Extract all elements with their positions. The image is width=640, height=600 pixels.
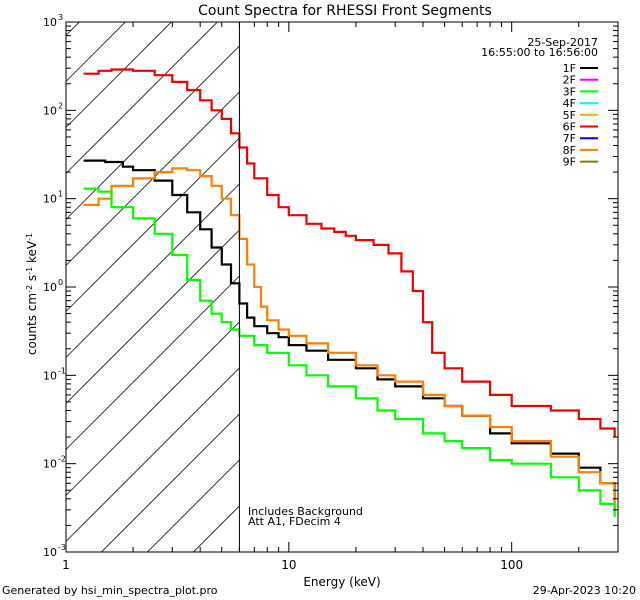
- plot-frame: [65, 21, 619, 553]
- legend-label-7F: 7F: [563, 132, 576, 145]
- legend-label-6F: 6F: [563, 121, 576, 134]
- legend-label-8F: 8F: [563, 144, 576, 157]
- x-tick-label: 10: [281, 558, 296, 572]
- y-tick-label: 10: [43, 281, 57, 294]
- x-axis-label: Energy (keV): [303, 575, 380, 589]
- x-tick-label: 1: [62, 558, 70, 572]
- legend-label-3F: 3F: [563, 85, 576, 98]
- hatch-line-8: [66, 137, 240, 312]
- y-axis-label: counts cm-2 s-1 keV-1: [25, 233, 40, 355]
- y-tick-label: 10: [43, 546, 57, 559]
- annotation-background: Includes Background: [248, 505, 363, 518]
- x-tick-labels: 1 10 100: [62, 558, 523, 572]
- y-tick-exponent: 3: [58, 13, 63, 22]
- date-label: 25-Sep-2017: [527, 36, 598, 49]
- y-tick-exponent: 1: [58, 190, 63, 199]
- hatch-line-5: [66, 275, 240, 450]
- series-1F: [83, 159, 616, 499]
- series-6F: [83, 68, 616, 438]
- hatch-line-3: [66, 367, 240, 542]
- time-range-label: 16:55:00 to 16:56:00: [481, 46, 598, 59]
- y-tick-label: 10: [43, 369, 57, 382]
- hatch-line-10: [66, 45, 240, 220]
- hatch-line-14: [66, 22, 80, 36]
- x-tick-label: 100: [500, 558, 523, 572]
- y-tick-label: 10: [43, 193, 57, 206]
- series-3F: [83, 187, 616, 517]
- legend-label-5F: 5F: [563, 109, 576, 122]
- annotation-attenuator: Att A1, FDecim 4: [248, 515, 341, 528]
- series-8F: [83, 167, 616, 510]
- hatch-line-6: [66, 229, 240, 404]
- y-tick-exponent: 0: [58, 278, 63, 287]
- hatch-line-11: [66, 22, 218, 174]
- hatch-line-1: [147, 459, 240, 552]
- y-tick-label: 10: [43, 104, 57, 117]
- hatch-line-13: [66, 22, 126, 82]
- generated-by-label: Generated by hsi_min_spectra_plot.pro: [2, 584, 218, 597]
- legend-label-1F: 1F: [563, 62, 576, 75]
- y-tick-exponent: 2: [58, 101, 63, 110]
- legend-label-4F: 4F: [563, 97, 576, 110]
- axis-ticks: [65, 21, 619, 553]
- background-hatched-region: [66, 22, 240, 552]
- y-tick-exponent: -2: [58, 455, 66, 464]
- y-tick-exponent: -1: [58, 366, 66, 375]
- chart-title: Count Spectra for RHESSI Front Segments: [198, 3, 492, 19]
- legend-label-2F: 2F: [563, 74, 576, 87]
- hatch-line-2: [101, 413, 240, 552]
- timestamp-label: 29-Apr-2023 10:20: [533, 584, 636, 597]
- y-tick-label: 10: [43, 16, 57, 29]
- y-tick-label: 10: [43, 458, 57, 471]
- y-tick-exponent: -3: [58, 543, 66, 552]
- hatch-line-7: [66, 183, 240, 358]
- hatch-line-0: [193, 505, 240, 552]
- hatch-line-12: [66, 22, 172, 128]
- legend-label-9F: 9F: [563, 156, 576, 169]
- hatch-line-4: [66, 321, 240, 496]
- series-layer: [83, 68, 616, 517]
